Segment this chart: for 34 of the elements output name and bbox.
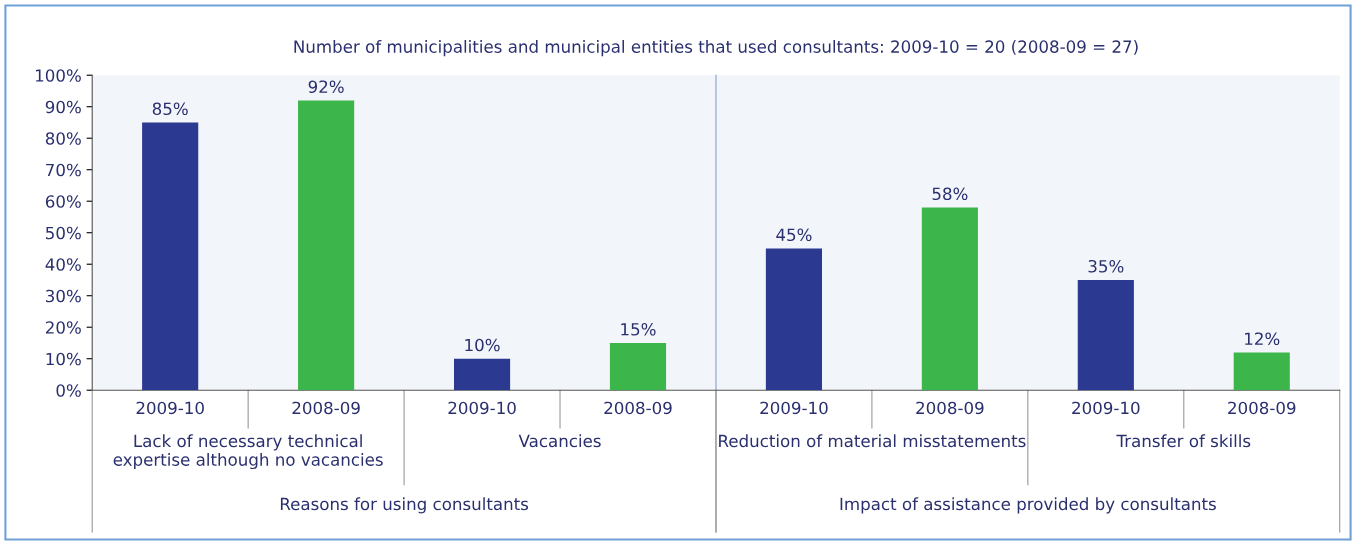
chart-title: Number of municipalities and municipal entities that used consultants: 2009-10 = 20 (2008-09 = 27) (294, 40, 1138, 57)
data-label: 15% (621, 322, 656, 336)
data-label: 10% (465, 338, 500, 352)
x-tick-label: 2008-09 (292, 401, 360, 415)
x-tick-label: 2009-10 (760, 401, 828, 415)
data-label: 85% (152, 102, 188, 116)
y-tick-label: 50% (46, 226, 81, 240)
x-tick-label: 2009-10 (1072, 401, 1140, 415)
data-label: 12% (1245, 332, 1280, 346)
x-tick-label: 2008-09 (604, 401, 672, 415)
y-tick-label: 40% (45, 258, 81, 271)
y-tick-label: 10% (46, 352, 81, 366)
text: Reduction of material misstatements (719, 434, 1026, 448)
x-tick-label: 2009-10 (136, 401, 204, 415)
y-tick-label: 20% (45, 321, 81, 334)
data-label: 35% (1088, 259, 1124, 273)
text: Lack of necessary technical expertise although no vacancies (113, 434, 383, 470)
y-tick-label: 60% (45, 195, 81, 208)
y-tick-label: 100% (35, 69, 81, 82)
text: Vacancies (518, 434, 601, 448)
data-label: 45% (776, 228, 812, 242)
text: Reasons for using consultants (280, 497, 529, 514)
text: Impact of assistance provided by consultants (840, 497, 1216, 514)
x-tick-label: 2008-09 (1228, 401, 1296, 415)
text: Transfer of skills (1116, 434, 1251, 448)
y-tick-label: 80% (45, 132, 81, 145)
x-tick-label: 2009-10 (448, 401, 516, 415)
data-label: 58% (932, 187, 968, 201)
y-tick-label: 70% (46, 163, 81, 177)
y-tick-label: 0% (56, 384, 81, 397)
y-tick-label: 90% (45, 100, 81, 114)
x-tick-label: 2008-09 (916, 401, 984, 415)
data-label: 92% (308, 80, 344, 94)
y-tick-label: 30% (46, 289, 81, 303)
